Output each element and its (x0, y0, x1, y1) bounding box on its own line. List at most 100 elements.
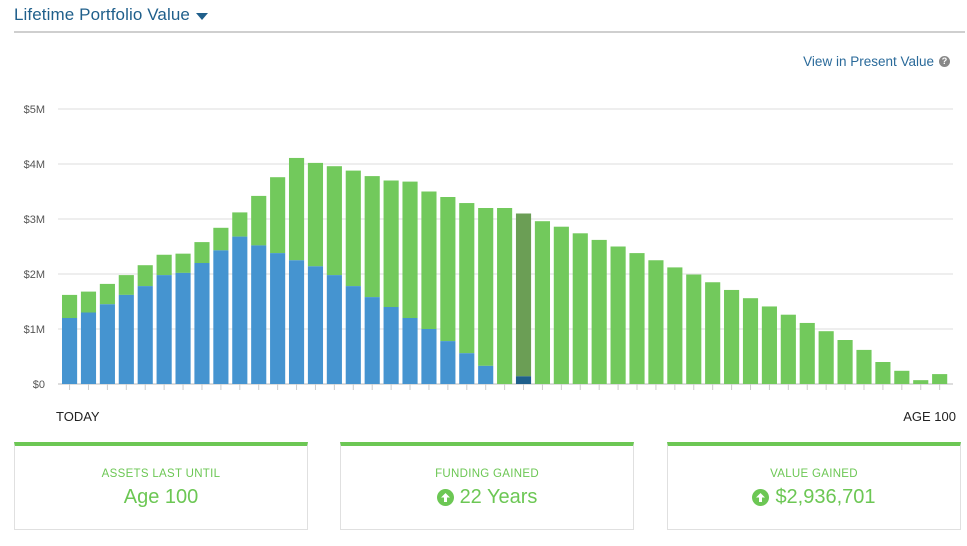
card-value-text: $2,936,701 (775, 486, 876, 508)
x-axis-end-label: AGE 100 (903, 409, 956, 424)
bar-gained[interactable] (99, 283, 115, 305)
up-arrow-circle-icon (752, 489, 770, 506)
bar-existing[interactable] (137, 286, 153, 384)
bar-gained[interactable] (156, 254, 172, 276)
card-value: 22 Years (341, 486, 633, 509)
bar-existing[interactable] (62, 318, 78, 384)
bar-gained[interactable] (288, 157, 305, 261)
card-value-text: 22 Years (459, 486, 538, 508)
bar-gained[interactable] (80, 291, 97, 313)
caret-down-icon (195, 12, 208, 20)
bar-gained[interactable] (459, 203, 475, 354)
y-tick-label: $0 (33, 379, 45, 391)
bar-gained[interactable] (62, 294, 78, 318)
up-arrow-circle-icon (436, 489, 454, 506)
bar-gained[interactable] (724, 289, 740, 384)
bar-gained[interactable] (932, 374, 948, 384)
bar-existing[interactable] (156, 275, 172, 384)
bar-gained[interactable] (761, 306, 777, 384)
help-icon[interactable]: ? (939, 56, 950, 67)
bar-gained[interactable] (402, 181, 418, 318)
bar-gained[interactable] (307, 162, 324, 267)
bar-gained[interactable] (194, 242, 210, 263)
portfolio-chart: $0 $1M $2M $3M $4M $5M (24, 104, 953, 391)
bar-gained[interactable] (648, 260, 664, 384)
assets-last-until-card: ASSETS LAST UNTIL Age 100 (14, 442, 308, 530)
bar-gained[interactable] (270, 177, 286, 254)
bar-existing[interactable] (459, 353, 475, 384)
bar-gained[interactable] (534, 221, 551, 384)
bar-gained[interactable] (515, 213, 532, 377)
bar-gained[interactable] (232, 212, 248, 237)
bar-gained[interactable] (667, 267, 683, 384)
bar-existing[interactable] (194, 263, 210, 384)
portfolio-title-dropdown[interactable]: Lifetime Portfolio Value (14, 5, 208, 25)
bar-gained[interactable] (875, 362, 891, 384)
card-value-text: Age 100 (123, 486, 199, 508)
y-tick-label: $5M (24, 104, 45, 116)
bar-gained[interactable] (780, 314, 796, 384)
bar-existing[interactable] (364, 297, 380, 384)
bar-existing[interactable] (118, 294, 134, 384)
bar-gained[interactable] (478, 208, 494, 366)
present-value-link-label: View in Present Value (803, 54, 934, 69)
bar-existing[interactable] (421, 329, 437, 384)
bar-gained[interactable] (345, 170, 361, 287)
bar-existing[interactable] (99, 304, 115, 384)
bar-existing[interactable] (402, 318, 418, 384)
bar-gained[interactable] (553, 226, 569, 384)
bar-gained[interactable] (591, 239, 607, 384)
y-tick-label: $1M (24, 324, 45, 336)
bar-existing[interactable] (345, 286, 361, 384)
card-label: FUNDING GAINED (435, 468, 539, 480)
bar-gained[interactable] (610, 246, 626, 385)
bar-existing[interactable] (326, 275, 342, 384)
bar-gained[interactable] (705, 282, 721, 384)
page-title: Lifetime Portfolio Value (14, 5, 190, 24)
bar-existing[interactable] (251, 245, 267, 384)
funding-gained-card: FUNDING GAINED 22 Years (340, 442, 634, 530)
y-tick-label: $3M (24, 214, 45, 226)
bar-gained[interactable] (742, 298, 759, 384)
bar-existing[interactable] (383, 307, 399, 384)
bar-gained[interactable] (213, 227, 229, 251)
bar-existing[interactable] (270, 253, 286, 384)
bar-gained[interactable] (686, 274, 702, 384)
bar-gained[interactable] (629, 253, 645, 384)
bar-existing[interactable] (175, 272, 191, 384)
bar-gained[interactable] (440, 197, 456, 342)
value-gained-card: VALUE GAINED $2,936,701 (667, 442, 961, 530)
bar-gained[interactable] (118, 275, 134, 295)
bar-existing[interactable] (80, 312, 97, 385)
card-value: $2,936,701 (668, 486, 960, 509)
bar-gained[interactable] (894, 370, 910, 384)
bar-existing[interactable] (213, 250, 229, 384)
bar-gained[interactable] (913, 380, 929, 384)
bar-gained[interactable] (137, 265, 153, 287)
bar-existing[interactable] (515, 376, 532, 384)
card-label: VALUE GAINED (770, 468, 858, 480)
y-tick-label: $4M (24, 159, 45, 171)
bar-gained[interactable] (364, 176, 380, 298)
card-value: Age 100 (15, 486, 307, 509)
bar-existing[interactable] (232, 236, 248, 384)
bar-gained[interactable] (421, 191, 437, 330)
bar-gained[interactable] (818, 331, 834, 384)
bar-existing[interactable] (478, 365, 494, 384)
card-label: ASSETS LAST UNTIL (101, 468, 221, 480)
bar-gained[interactable] (572, 233, 588, 384)
bar-gained[interactable] (326, 166, 342, 276)
bar-existing[interactable] (288, 260, 305, 384)
bar-existing[interactable] (307, 266, 324, 384)
present-value-link[interactable]: View in Present Value ? (803, 54, 950, 69)
y-tick-label: $2M (24, 269, 45, 281)
bar-gained[interactable] (497, 208, 513, 384)
bar-existing[interactable] (440, 341, 456, 384)
bar-gained[interactable] (837, 340, 853, 384)
bar-gained[interactable] (175, 253, 191, 273)
bar-gained[interactable] (251, 195, 267, 246)
bar-gained[interactable] (856, 349, 872, 384)
bar-gained[interactable] (799, 322, 815, 384)
bar-gained[interactable] (383, 180, 399, 308)
x-axis-start-label: TODAY (56, 409, 100, 424)
